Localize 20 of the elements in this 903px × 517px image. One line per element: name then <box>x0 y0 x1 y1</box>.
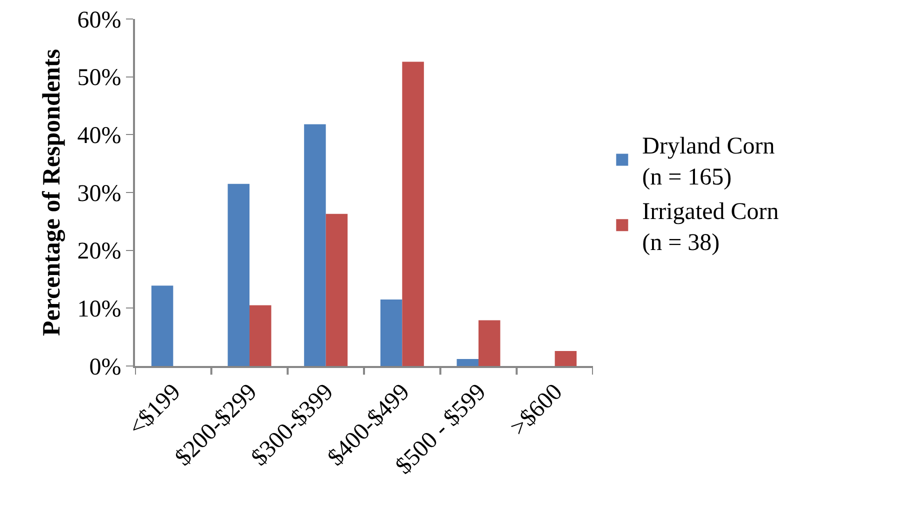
bar <box>402 62 424 366</box>
bar <box>228 184 250 366</box>
bar <box>326 214 348 366</box>
bar <box>304 124 326 366</box>
y-tick-label: 60% <box>77 7 122 34</box>
legend-label: Dryland Corn (n = 165) <box>642 133 775 191</box>
bar <box>151 286 174 366</box>
bar <box>250 305 272 366</box>
y-axis-title: Percentage of Respondents <box>38 48 66 336</box>
y-tick-label: 0% <box>89 354 122 380</box>
bar <box>478 320 500 366</box>
y-tick-label: 20% <box>77 238 122 265</box>
y-tick-label: 40% <box>77 123 122 150</box>
bar <box>554 350 577 366</box>
bar <box>456 359 478 366</box>
y-tick-label: 30% <box>77 180 122 207</box>
y-tick-label: 50% <box>77 65 122 92</box>
legend-label: Irrigated Corn (n = 38) <box>642 198 779 256</box>
y-tick-label: 10% <box>77 296 122 323</box>
bar <box>380 299 402 366</box>
